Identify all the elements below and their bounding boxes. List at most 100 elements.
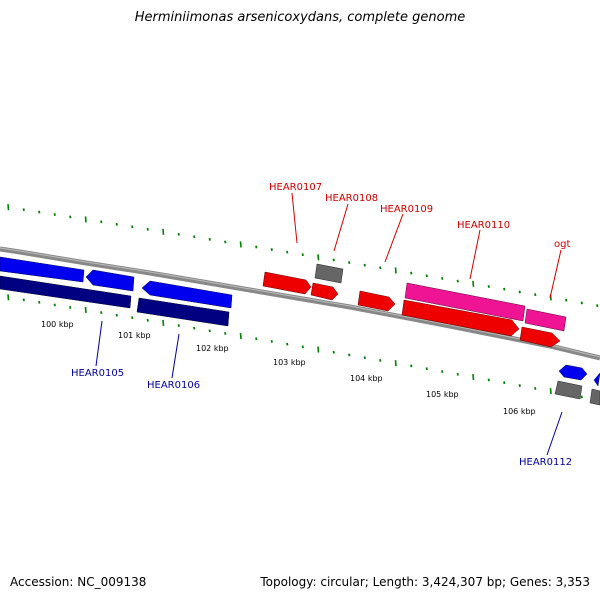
scale-tick	[193, 235, 196, 239]
scale-tick	[394, 267, 397, 274]
scale-tick	[100, 311, 103, 314]
scale-labels: 100 kbp 101 kbp 102 kbp 103 kbp 104 kbp …	[41, 320, 536, 416]
map-title: Herminiimonas arsenicoxydans, complete g…	[134, 10, 466, 25]
gene-label-hear0112: HEAR0112	[519, 457, 572, 468]
leader-hear0106	[171, 333, 180, 379]
forward-genes	[0, 256, 600, 387]
scale-tick	[518, 384, 521, 387]
scale-tick	[53, 303, 56, 307]
gene-hear0106-reverse	[136, 297, 230, 327]
leader-hear0112	[546, 411, 563, 456]
scale-tick	[456, 372, 459, 376]
genome-summary-text: Topology: circular; Length: 3,424,307 bp…	[260, 575, 590, 589]
gene-label-ogt: ogt	[554, 239, 570, 250]
gene-red-small	[519, 326, 561, 348]
scale-tick	[301, 345, 304, 349]
gene-edge-gray	[589, 388, 600, 406]
scale-tick	[7, 294, 10, 301]
outer-tick-ring	[7, 204, 599, 308]
scale-tick	[177, 232, 180, 236]
scale-tick	[286, 342, 289, 346]
scale-tick	[84, 306, 87, 314]
scale-label: 100 kbp	[41, 320, 74, 329]
scale-tick	[549, 388, 552, 395]
scale-label: 102 kbp	[196, 344, 229, 353]
leader-ogt	[549, 249, 562, 299]
gene-hear0107b	[310, 282, 339, 301]
scale-tick	[115, 313, 118, 317]
scale-tick	[100, 220, 103, 224]
gene-hear0112-gray	[554, 380, 583, 400]
gene-hear0107	[262, 271, 312, 295]
scale-tick	[534, 386, 537, 390]
gene-labels: HEAR0107 HEAR0108 HEAR0109 HEAR0110 ogt …	[71, 182, 572, 468]
label-leaders	[95, 192, 563, 456]
scale-tick	[162, 228, 165, 235]
scale-tick	[224, 332, 227, 335]
gene-label-hear0107: HEAR0107	[269, 182, 322, 193]
genome-backbone	[0, 246, 600, 361]
scale-tick	[363, 356, 366, 360]
scale-tick	[503, 287, 506, 291]
gene-label-hear0108: HEAR0108	[325, 193, 378, 204]
gene-hear0108	[314, 263, 344, 284]
accession-text: Accession: NC_009138	[10, 575, 147, 589]
scale-tick	[487, 378, 490, 382]
scale-tick	[146, 227, 149, 231]
gene-label-hear0106: HEAR0106	[147, 380, 200, 391]
scale-tick	[22, 298, 25, 302]
scale-tick	[38, 210, 41, 214]
gene-ogt	[524, 308, 567, 332]
scale-tick	[410, 271, 413, 275]
scale-tick	[596, 304, 599, 308]
scale-tick	[565, 298, 568, 302]
scale-tick	[115, 222, 118, 226]
scale-tick	[472, 280, 475, 287]
scale-label: 105 kbp	[426, 390, 459, 399]
scale-tick	[456, 279, 459, 283]
scale-tick	[38, 300, 41, 304]
scale-tick	[239, 241, 242, 248]
scale-tick	[317, 254, 320, 261]
scale-tick	[146, 318, 149, 322]
scale-tick	[580, 395, 583, 399]
scale-tick	[472, 374, 475, 381]
leader-hear0108	[333, 203, 349, 252]
scale-tick	[301, 253, 304, 257]
gene-hear0105-forward	[0, 256, 85, 283]
leader-hear0110	[469, 229, 481, 280]
scale-tick	[177, 324, 180, 327]
scale-tick	[332, 258, 335, 262]
scale-tick	[270, 248, 273, 251]
scale-tick	[363, 263, 366, 267]
scale-tick	[518, 290, 521, 294]
scale-tick	[53, 213, 56, 216]
scale-tick	[69, 306, 72, 309]
scale-tick	[379, 359, 382, 362]
scale-tick	[239, 333, 242, 340]
scale-tick	[69, 215, 72, 219]
scale-tick	[348, 353, 351, 357]
gene-hear0106-forward	[141, 280, 233, 309]
leader-hear0109	[384, 213, 404, 263]
scale-tick	[425, 367, 428, 371]
gene-hear0105b-forward	[85, 269, 135, 292]
scale-tick	[580, 301, 583, 305]
scale-tick	[193, 326, 196, 330]
gene-hear0110	[404, 282, 526, 322]
scale-tick	[208, 237, 211, 241]
scale-tick	[270, 340, 273, 343]
gene-hear0109	[357, 290, 396, 312]
scale-label: 104 kbp	[350, 374, 383, 383]
reverse-genes	[0, 275, 600, 406]
scale-tick	[394, 360, 397, 367]
gene-hear0112-forward	[558, 364, 588, 381]
scale-label: 101 kbp	[118, 331, 151, 340]
scale-tick	[208, 329, 211, 333]
genome-backbone-highlight	[0, 247, 600, 358]
gene-label-hear0105: HEAR0105	[71, 368, 124, 379]
scale-tick	[286, 250, 289, 254]
gene-hear0110b	[401, 299, 520, 337]
scale-tick	[162, 319, 165, 327]
